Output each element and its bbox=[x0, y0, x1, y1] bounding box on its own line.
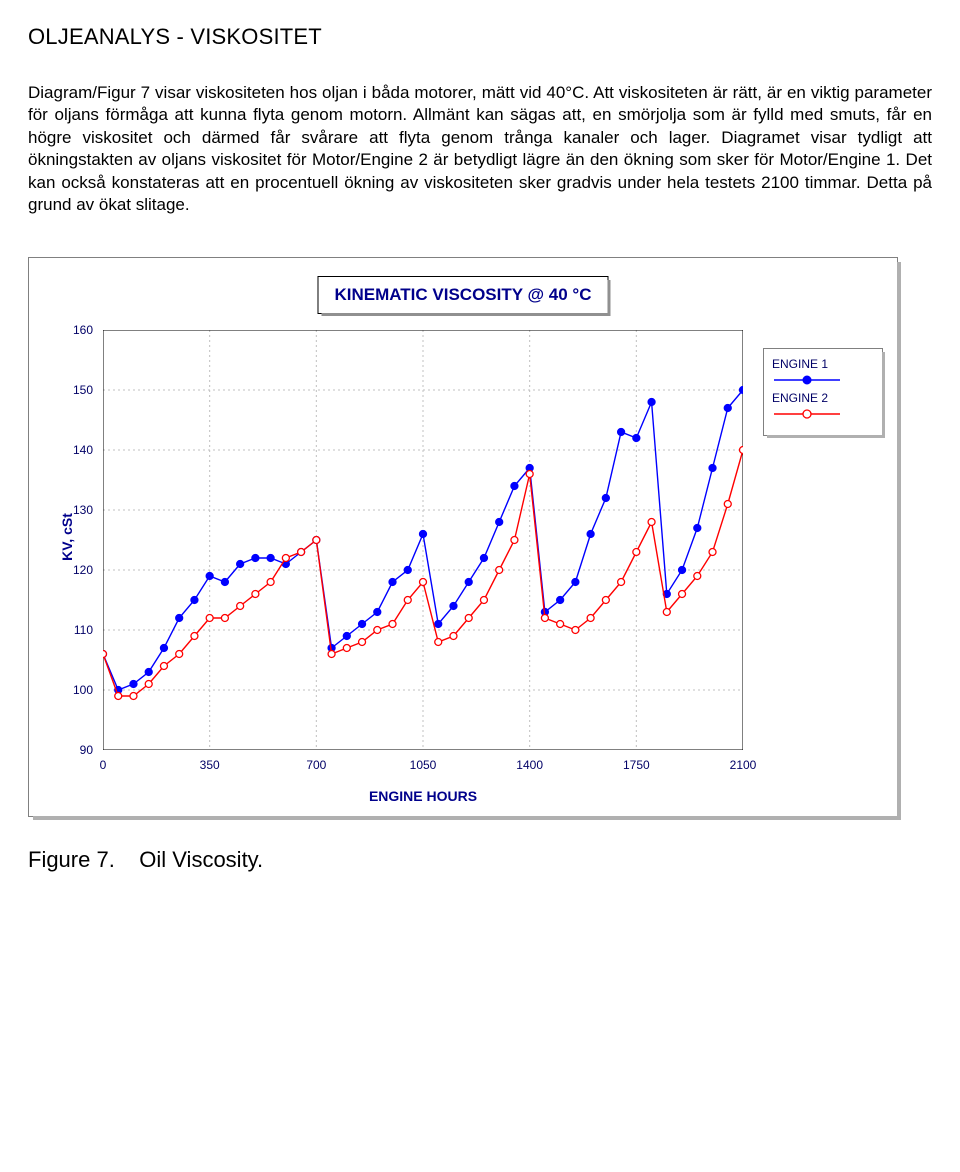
y-tick-label: 160 bbox=[73, 323, 93, 337]
chart-frame: KINEMATIC VISCOSITY @ 40 °C KV, cSt ENGI… bbox=[28, 257, 898, 817]
x-tick-label: 2100 bbox=[730, 758, 757, 772]
x-tick-label: 1400 bbox=[516, 758, 543, 772]
figure-caption-text: Oil Viscosity. bbox=[139, 847, 263, 872]
legend-item-engine-1: ENGINE 1 bbox=[772, 357, 874, 387]
box-shadow bbox=[767, 435, 885, 438]
y-tick-label: 120 bbox=[73, 563, 93, 577]
box-shadow bbox=[608, 280, 611, 316]
x-axis-label: ENGINE HOURS bbox=[103, 788, 743, 804]
plot-svg bbox=[103, 330, 743, 750]
x-tick-label: 0 bbox=[100, 758, 107, 772]
legend-swatch-2 bbox=[772, 407, 842, 421]
plot-area: 9010011012013014015016003507001050140017… bbox=[103, 330, 743, 750]
legend-swatch-1 bbox=[772, 373, 842, 387]
box-shadow bbox=[321, 313, 610, 316]
figure-7: KINEMATIC VISCOSITY @ 40 °C KV, cSt ENGI… bbox=[28, 257, 932, 873]
legend-label: ENGINE 1 bbox=[772, 357, 874, 371]
chart-title-text: KINEMATIC VISCOSITY @ 40 °C bbox=[334, 285, 591, 304]
chart-title: KINEMATIC VISCOSITY @ 40 °C bbox=[317, 276, 608, 314]
page-heading: OLJEANALYS - VISKOSITET bbox=[28, 24, 932, 50]
x-tick-label: 700 bbox=[306, 758, 326, 772]
y-tick-label: 150 bbox=[73, 383, 93, 397]
x-tick-label: 1750 bbox=[623, 758, 650, 772]
x-tick-label: 1050 bbox=[410, 758, 437, 772]
x-tick-label: 350 bbox=[200, 758, 220, 772]
y-tick-label: 110 bbox=[74, 623, 93, 637]
figure-caption: Figure 7. Oil Viscosity. bbox=[28, 847, 932, 873]
legend-label: ENGINE 2 bbox=[772, 391, 874, 405]
y-tick-label: 100 bbox=[73, 683, 93, 697]
box-shadow bbox=[882, 352, 885, 438]
legend: ENGINE 1 ENGINE 2 bbox=[763, 348, 883, 436]
legend-item-engine-2: ENGINE 2 bbox=[772, 391, 874, 421]
frame-shadow bbox=[897, 262, 901, 820]
figure-number: Figure 7. bbox=[28, 847, 115, 872]
y-tick-label: 140 bbox=[73, 443, 93, 457]
y-tick-label: 90 bbox=[80, 743, 93, 757]
y-axis-label: KV, cSt bbox=[59, 513, 75, 561]
body-paragraph: Diagram/Figur 7 visar viskositeten hos o… bbox=[28, 82, 932, 217]
y-tick-label: 130 bbox=[73, 503, 93, 517]
frame-shadow bbox=[33, 816, 901, 820]
